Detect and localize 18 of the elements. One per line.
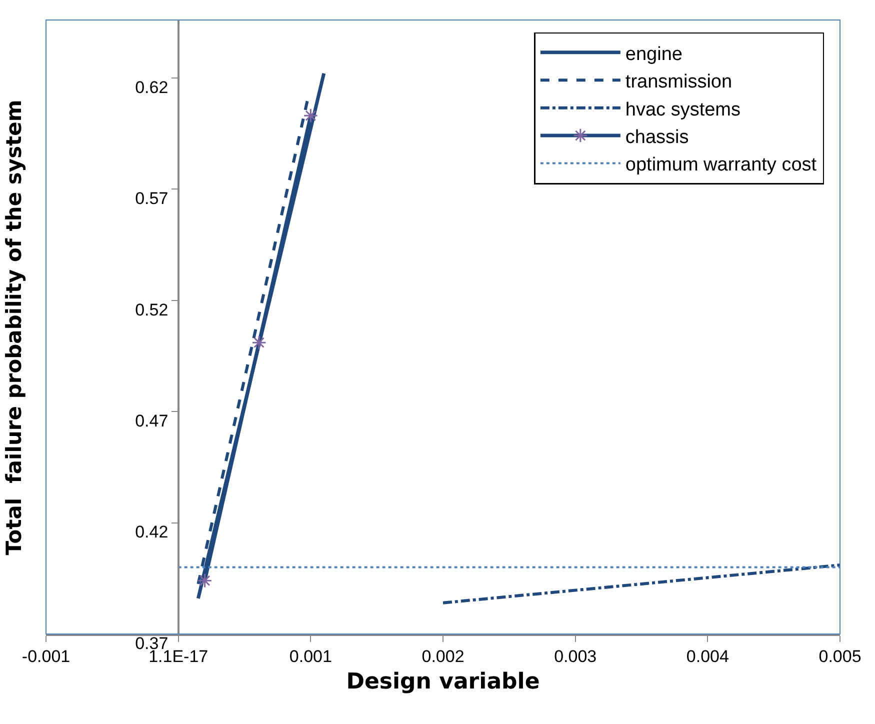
x-tick-label: 0.003 [554, 647, 597, 666]
x-tick-label: 0.002 [422, 647, 464, 666]
legend-label: engine [625, 44, 682, 65]
x-tick-label: -0.001 [22, 647, 70, 666]
y-tick-label: 0.57 [135, 189, 168, 208]
y-tick-label: 0.47 [135, 411, 168, 430]
legend-label: hvac systems [625, 99, 741, 120]
x-axis-title: Design variable [346, 670, 540, 695]
y-tick-label: 0.52 [135, 300, 168, 320]
y-tick-label: 0.62 [135, 78, 168, 97]
x-tick-label: 0.004 [686, 647, 729, 666]
legend-label: transmission [625, 72, 732, 93]
y-axis-title: Total failure probability of the system [2, 100, 26, 556]
x-tick-label: 0.001 [289, 647, 332, 666]
legend-label: optimum warranty cost [625, 154, 818, 176]
y-tick-label: 0.42 [135, 522, 168, 542]
legend-label: chassis [625, 126, 689, 148]
x-tick-label: 0.005 [818, 647, 862, 666]
